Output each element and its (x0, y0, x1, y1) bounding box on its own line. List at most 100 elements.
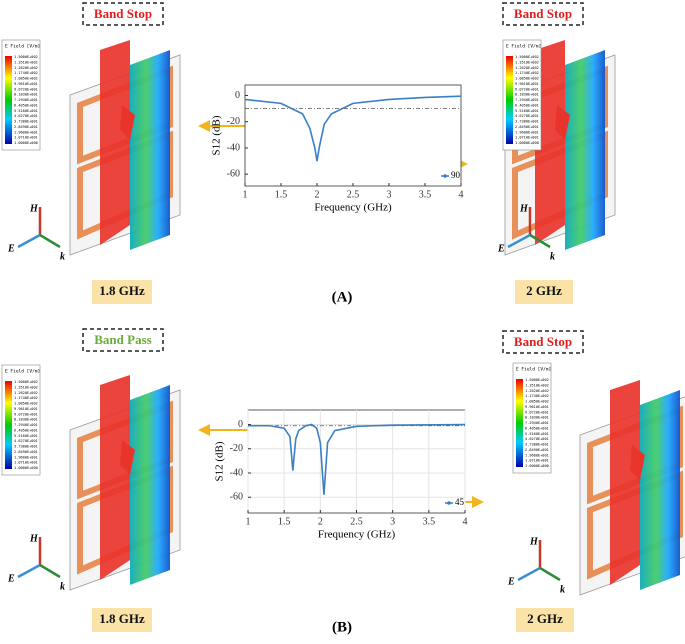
x-tick-label: 4 (463, 516, 468, 527)
axis-arrow (517, 566, 541, 582)
axis-symbol: H (519, 203, 529, 214)
legend-label: 1.2620E+002 (525, 389, 549, 393)
legend-label: 90 (451, 170, 461, 180)
freq-label: 2 GHz (526, 283, 562, 298)
axis-arrow (529, 233, 551, 249)
mode-label: Band Pass (94, 332, 151, 347)
legend-label: 1.1740E+002 (515, 71, 539, 75)
legend-label: 1.0850E+002 (525, 400, 549, 404)
axis-symbol: E (507, 576, 515, 587)
mode-box (502, 330, 584, 354)
freq-box (515, 280, 573, 304)
legend-label: 1.0710E+001 (515, 136, 539, 140)
legend-label: 7.2940E+001 (525, 421, 549, 425)
x-tick-label: 3 (387, 189, 392, 200)
axis-arrow (539, 566, 561, 582)
legend-label: 3.7380E+001 (515, 120, 539, 124)
legend-label: 6.4050E+001 (525, 426, 549, 430)
legend-label: 7.2940E+001 (515, 98, 539, 102)
legend-label: 1.2620E+002 (515, 66, 539, 70)
axis-symbol: H (29, 533, 39, 544)
y-tick-label: -20 (230, 443, 243, 454)
legend-label: 1.0850E+002 (14, 402, 38, 406)
x-tick-label: 1 (243, 189, 248, 200)
legend-label: 2.8490E+001 (515, 125, 539, 129)
freq-box (92, 608, 152, 632)
x-axis-label: Frequency (GHz) (318, 529, 396, 541)
legend-label: 1.1740E+002 (14, 71, 38, 75)
axis-arrow (39, 563, 61, 579)
legend-label: 8.1830E+001 (515, 93, 539, 97)
axis-symbol: E (497, 243, 505, 254)
legend-label: 7.2940E+001 (14, 98, 38, 102)
legend-label: 2.8490E+001 (14, 450, 38, 454)
legend-label: 6.4050E+001 (14, 103, 38, 107)
legend-label: 1.5000E+002 (515, 55, 539, 59)
x-tick-label: 1.5 (275, 189, 288, 200)
legend-label: 1.3510E+002 (525, 383, 549, 387)
y-tick-label: -60 (230, 492, 243, 503)
legend-label: 3.7380E+001 (14, 445, 38, 449)
legend-label: 9.0720E+001 (14, 87, 38, 91)
x-axis-label: Frequency (GHz) (314, 202, 392, 214)
legend-label: 1.0710E+001 (525, 459, 549, 463)
freq-box (92, 280, 152, 304)
legend-label: 9.9610E+001 (525, 405, 549, 409)
legend-label: 1.3510E+002 (14, 60, 38, 64)
legend-label: 1.2620E+002 (14, 391, 38, 395)
plot-area (244, 84, 462, 187)
mode-label: Band Stop (514, 6, 572, 21)
y-tick-label: -40 (227, 142, 240, 153)
legend-label: 8.1830E+001 (14, 418, 38, 422)
axis-arrow (17, 233, 41, 249)
legend-label: 1.5000E+002 (14, 380, 38, 384)
x-tick-label: 2.5 (350, 516, 363, 527)
legend-label: 4.6270E+001 (14, 439, 38, 443)
legend-label: 7.2940E+001 (14, 423, 38, 427)
axis-symbol: k (60, 581, 65, 592)
legend-label: 1.0850E+002 (515, 77, 539, 81)
legend-label: 1.5000E+002 (14, 55, 38, 59)
panel-label: (A) (332, 289, 353, 305)
axis-symbol: k (60, 251, 65, 262)
legend-label: 1.0710E+001 (14, 136, 38, 140)
legend-label: 8.1830E+001 (14, 93, 38, 97)
legend-label: 1.9600E+001 (525, 453, 549, 457)
y-tick-label: 0 (238, 419, 243, 430)
x-tick-label: 4 (459, 189, 464, 200)
legend-label: 5.5160E+001 (14, 434, 38, 438)
field-image (70, 40, 180, 255)
field-image (70, 375, 180, 590)
legend-label: 8.1830E+001 (525, 416, 549, 420)
legend-label: 1.5000E+002 (525, 378, 549, 382)
legend-label: 3.7380E+001 (14, 120, 38, 124)
axis-arrow (507, 233, 531, 249)
legend-label: 45 (455, 497, 465, 507)
legend-label: 1.0710E+001 (14, 461, 38, 465)
y-tick-label: -60 (227, 168, 240, 179)
series-line (244, 95, 462, 162)
legend-label: 1.0000E+000 (515, 141, 539, 145)
legend-label: 9.0720E+001 (14, 412, 38, 416)
legend-title: E Field [V/m] (5, 369, 40, 375)
y-tick-label: 0 (235, 90, 240, 101)
axis-arrow (39, 233, 61, 249)
legend-label: 1.0000E+000 (525, 464, 549, 468)
x-tick-label: 2 (318, 516, 323, 527)
legend-label: 1.9600E+001 (14, 130, 38, 134)
x-tick-label: 2.5 (347, 189, 360, 200)
y-tick-label: -20 (227, 116, 240, 127)
legend-title: E Field [V/m] (516, 367, 551, 373)
legend-label: 1.3510E+002 (14, 385, 38, 389)
legend-label: 4.6270E+001 (515, 114, 539, 118)
legend-label: 1.0850E+002 (14, 77, 38, 81)
legend-label: 1.1740E+002 (525, 394, 549, 398)
axis-symbol: H (529, 536, 539, 547)
freq-label: 2 GHz (527, 611, 563, 626)
legend-label: 5.5160E+001 (515, 109, 539, 113)
legend-label: 1.3510E+002 (515, 60, 539, 64)
mode-label: Band Stop (514, 334, 572, 349)
legend-title: E Field [V/m] (5, 44, 40, 50)
legend-label: 1.2620E+002 (14, 66, 38, 70)
legend-label: 1.0000E+000 (14, 466, 38, 470)
